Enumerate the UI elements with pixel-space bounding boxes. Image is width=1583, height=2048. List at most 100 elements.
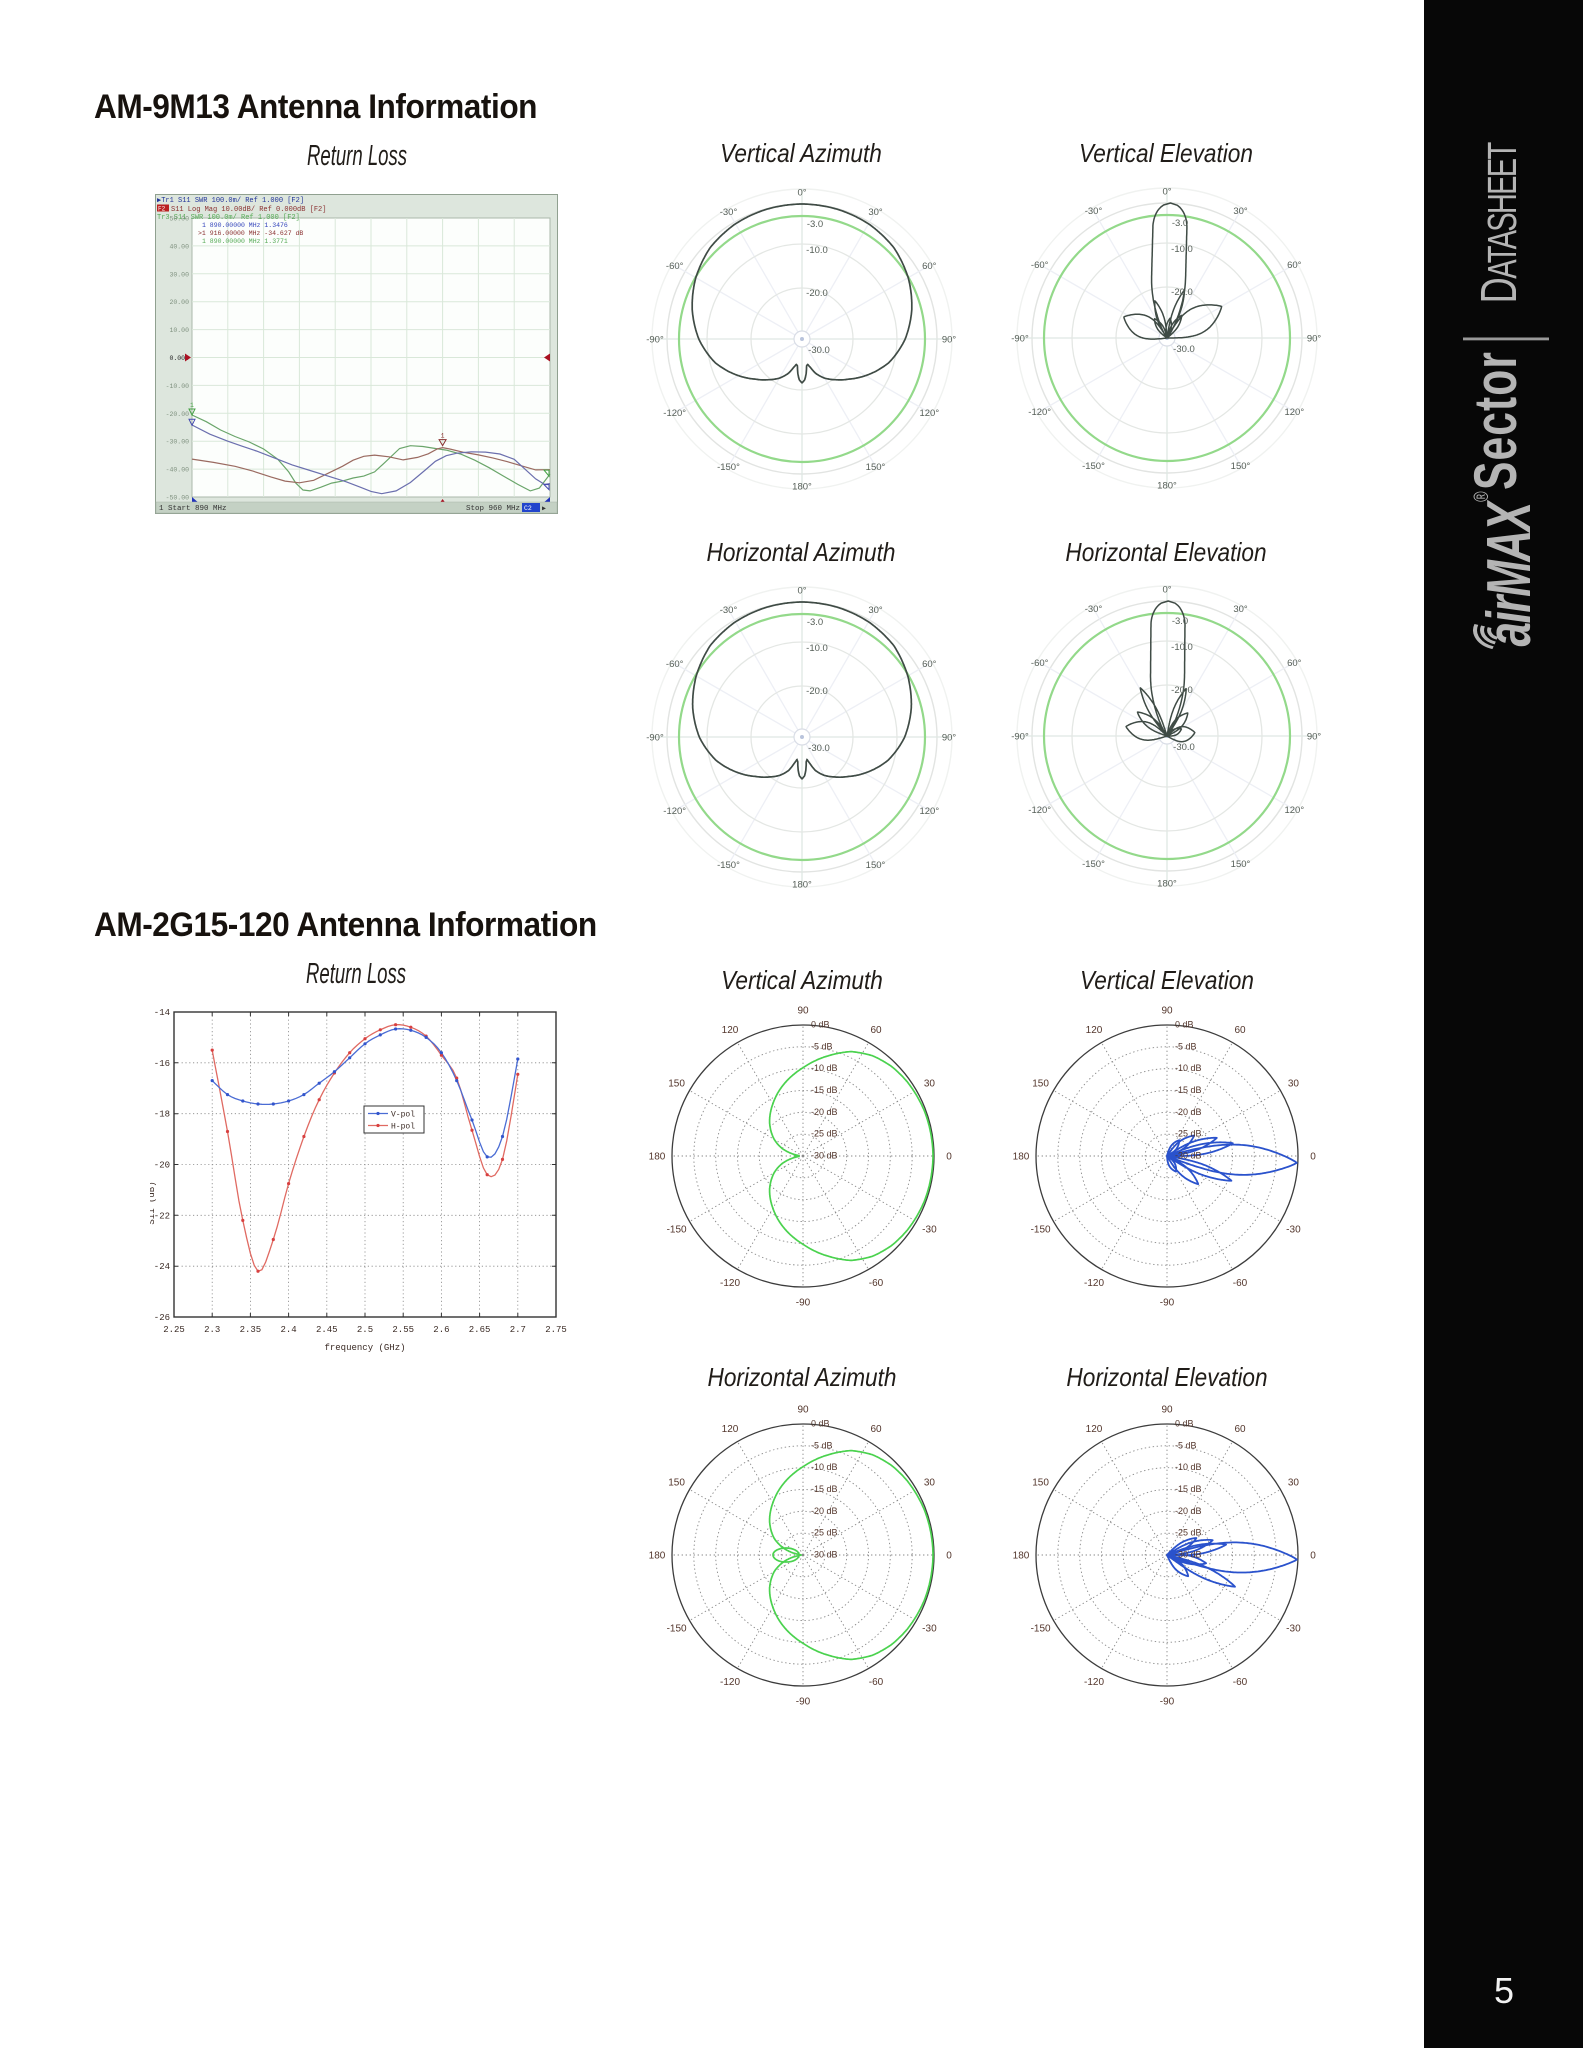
svg-text:180: 180 — [649, 1152, 666, 1163]
svg-text:F2: F2 — [158, 206, 166, 213]
svg-text:0 dB: 0 dB — [811, 1419, 830, 1429]
svg-text:-5 dB: -5 dB — [1175, 1041, 1197, 1051]
svg-text:-3.0: -3.0 — [807, 219, 823, 230]
svg-text:10.00: 10.00 — [169, 327, 189, 334]
svg-text:150: 150 — [668, 1079, 685, 1090]
svg-text:-30: -30 — [1286, 1225, 1301, 1236]
svg-text:60: 60 — [1234, 1424, 1246, 1435]
svg-text:-10 dB: -10 dB — [1175, 1063, 1202, 1073]
svg-text:S11 Log Mag 10.00dB/ Ref 0.000: S11 Log Mag 10.00dB/ Ref 0.000dB [F2] — [171, 206, 326, 214]
svg-text:-90: -90 — [1160, 1298, 1175, 1309]
svg-text:20.00: 20.00 — [169, 299, 189, 306]
svg-text:-90: -90 — [796, 1298, 811, 1309]
svg-text:-14: -14 — [154, 1008, 170, 1018]
svg-text:-40.00: -40.00 — [166, 467, 190, 474]
svg-text:-150°: -150° — [717, 860, 740, 871]
svg-text:120°: 120° — [919, 806, 939, 817]
svg-text:-90°: -90° — [1011, 732, 1029, 743]
svg-text:-10 dB: -10 dB — [811, 1063, 838, 1073]
svg-text:-20.0: -20.0 — [1171, 287, 1193, 298]
svg-text:-60: -60 — [1233, 1677, 1248, 1688]
svg-text:2.45: 2.45 — [316, 1325, 338, 1335]
svg-text:0°: 0° — [1162, 187, 1171, 198]
svg-text:180°: 180° — [1157, 481, 1177, 492]
svg-text:-20 dB: -20 dB — [1175, 1107, 1202, 1117]
svg-text:-150°: -150° — [1082, 461, 1105, 472]
svg-text:Stop 960 MHz: Stop 960 MHz — [466, 505, 520, 513]
svg-text:-30.0: -30.0 — [808, 345, 830, 356]
svg-text:-60: -60 — [1233, 1278, 1248, 1289]
svg-text:2.55: 2.55 — [392, 1325, 414, 1335]
svg-text:-22: -22 — [154, 1211, 170, 1221]
svg-text:-20.0: -20.0 — [806, 686, 828, 697]
svg-text:V-pol: V-pol — [391, 1111, 415, 1120]
svg-text:90°: 90° — [942, 335, 957, 346]
svg-text:2.4: 2.4 — [280, 1325, 296, 1335]
svg-text:-90: -90 — [1160, 1697, 1175, 1708]
svg-text:-10.00: -10.00 — [166, 383, 190, 390]
svg-text:-60°: -60° — [666, 659, 684, 670]
svg-text:150°: 150° — [1231, 461, 1251, 472]
svg-text:-120°: -120° — [1028, 805, 1051, 816]
svg-text:180: 180 — [1013, 1551, 1030, 1562]
svg-text:-120: -120 — [1084, 1278, 1104, 1289]
svg-text:-150: -150 — [1031, 1624, 1051, 1635]
svg-text:-18: -18 — [154, 1110, 170, 1120]
svg-text:2.25: 2.25 — [163, 1325, 185, 1335]
svg-text:-60: -60 — [869, 1278, 884, 1289]
svg-text:1: 1 — [441, 433, 445, 440]
svg-text:-60: -60 — [869, 1677, 884, 1688]
svg-text:-5 dB: -5 dB — [811, 1041, 833, 1051]
svg-text:120°: 120° — [1284, 407, 1304, 418]
svg-text:2.5: 2.5 — [357, 1325, 373, 1335]
svg-text:0°: 0° — [797, 586, 806, 597]
svg-text:-30.0: -30.0 — [1173, 742, 1195, 753]
svg-text:-30°: -30° — [720, 207, 738, 218]
svg-text:-10.0: -10.0 — [1171, 642, 1193, 653]
svg-text:120°: 120° — [1284, 805, 1304, 816]
svg-text:150°: 150° — [866, 462, 886, 473]
svg-text:0 dB: 0 dB — [1175, 1419, 1194, 1429]
svg-text:90: 90 — [1161, 1405, 1173, 1416]
svg-text:-60°: -60° — [1031, 658, 1049, 669]
svg-text:30: 30 — [1288, 1478, 1300, 1489]
svg-text:30°: 30° — [868, 207, 883, 218]
svg-text:-150°: -150° — [1082, 859, 1105, 870]
svg-text:-30 dB: -30 dB — [811, 1151, 838, 1161]
svg-text:90: 90 — [1161, 1006, 1173, 1017]
svg-text:-60°: -60° — [666, 261, 684, 272]
svg-text:-24: -24 — [154, 1262, 170, 1272]
svg-text:H-pol: H-pol — [391, 1123, 415, 1132]
svg-text:1 890.00000 MHz 1.3476: 1 890.00000 MHz 1.3476 — [202, 222, 288, 229]
svg-text:-15 dB: -15 dB — [811, 1085, 838, 1095]
svg-text:120: 120 — [1086, 1424, 1103, 1435]
svg-text:-30 dB: -30 dB — [1175, 1550, 1202, 1560]
svg-text:120: 120 — [722, 1424, 739, 1435]
svg-text:-5 dB: -5 dB — [1175, 1440, 1197, 1450]
svg-text:0°: 0° — [797, 188, 806, 199]
svg-text:-16: -16 — [154, 1059, 170, 1069]
svg-text:-10 dB: -10 dB — [1175, 1462, 1202, 1472]
svg-text:30.00: 30.00 — [169, 271, 189, 278]
svg-text:90: 90 — [797, 1405, 809, 1416]
svg-text:150°: 150° — [866, 860, 886, 871]
svg-text:-15 dB: -15 dB — [811, 1484, 838, 1494]
svg-text:-30°: -30° — [1085, 604, 1103, 615]
svg-text:-15 dB: -15 dB — [1175, 1085, 1202, 1095]
svg-text:-5 dB: -5 dB — [811, 1440, 833, 1450]
svg-text:-20 dB: -20 dB — [811, 1107, 838, 1117]
svg-text:180: 180 — [649, 1551, 666, 1562]
svg-text:-25 dB: -25 dB — [811, 1528, 838, 1538]
svg-text:-30 dB: -30 dB — [1175, 1151, 1202, 1161]
svg-text:0 dB: 0 dB — [811, 1020, 830, 1030]
svg-text:30: 30 — [924, 1079, 936, 1090]
svg-text:-120°: -120° — [663, 408, 686, 419]
svg-text:120°: 120° — [919, 408, 939, 419]
svg-text:-90: -90 — [796, 1697, 811, 1708]
svg-text:60°: 60° — [1287, 260, 1302, 271]
svg-text:-90°: -90° — [1011, 334, 1029, 345]
svg-text:40.00: 40.00 — [169, 243, 189, 250]
svg-text:0°: 0° — [1162, 585, 1171, 596]
svg-text:-25 dB: -25 dB — [811, 1129, 838, 1139]
svg-text:-10.0: -10.0 — [806, 245, 828, 256]
